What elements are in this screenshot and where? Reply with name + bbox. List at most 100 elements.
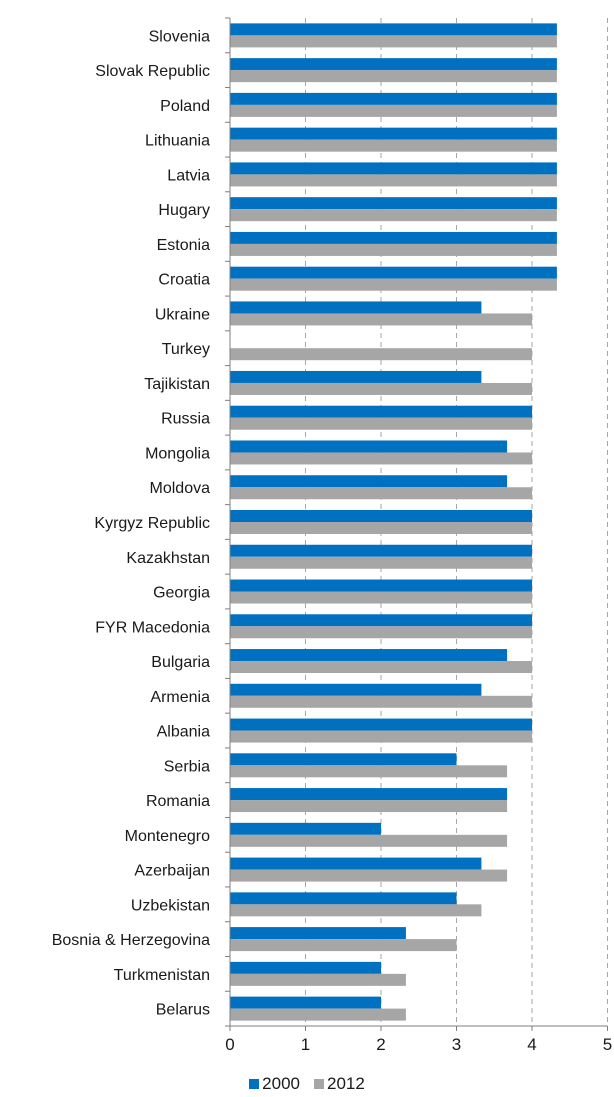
bar-2012 (230, 939, 457, 952)
bar-2000 (230, 544, 532, 557)
bar-2000 (230, 614, 532, 627)
bar-2012 (230, 278, 557, 291)
bar-2000 (230, 266, 557, 279)
legend-label-2000: 2000 (262, 1074, 300, 1093)
category-label: Montenegro (125, 828, 210, 845)
bar-2012 (230, 522, 532, 534)
bar-2012 (230, 765, 508, 778)
bar-2012 (230, 626, 532, 639)
bar-2012 (230, 382, 532, 395)
bar-2000 (230, 405, 532, 418)
category-label: Belarus (156, 1002, 210, 1019)
bar-2000 (230, 92, 557, 105)
bar-2012 (230, 800, 508, 813)
bar-2012 (230, 730, 532, 743)
category-label: Slovenia (149, 28, 210, 45)
x-tick-label: 4 (527, 1035, 536, 1054)
bar-2000 (230, 649, 508, 662)
x-tick-label: 1 (301, 1035, 310, 1054)
bar-2000 (230, 718, 532, 731)
category-label: Estonia (157, 237, 210, 254)
category-label: Lithuania (145, 133, 210, 150)
bar-2012 (230, 139, 557, 152)
category-label: Albania (157, 724, 210, 741)
bar-2012 (230, 834, 508, 847)
bar-2000 (230, 961, 381, 974)
bar-2012 (230, 695, 532, 708)
category-label: Romania (146, 793, 210, 810)
bar-2012 (230, 452, 532, 465)
category-label: Croatia (158, 272, 210, 289)
category-label: Ukraine (155, 306, 210, 323)
axes (225, 17, 608, 1031)
category-label: Poland (160, 98, 210, 115)
category-label: Georgia (153, 585, 210, 602)
category-label: Bulgaria (151, 654, 210, 671)
bar-2012 (230, 1008, 406, 1021)
bar-2012 (230, 417, 532, 430)
legend-swatch-2012 (314, 1079, 324, 1089)
bar-2000 (230, 440, 508, 453)
bar-2000 (230, 58, 557, 71)
bar-2012 (230, 209, 557, 222)
category-label: Turkey (162, 341, 210, 358)
category-label: Uzbekistan (131, 897, 210, 914)
category-label: Azerbaijan (134, 863, 210, 880)
bar-2012 (230, 70, 557, 83)
bar-2000 (230, 510, 532, 522)
bar-2000 (230, 579, 532, 592)
bar-2012 (230, 104, 557, 117)
bar-2000 (230, 231, 557, 244)
bar-2000 (230, 197, 557, 210)
category-label: Kyrgyz Republic (94, 515, 210, 532)
bars (230, 23, 557, 1021)
legend-swatch-2000 (249, 1079, 260, 1089)
legend-label-2012: 2012 (327, 1074, 365, 1093)
bar-2012 (230, 591, 532, 604)
legend-item-2012: 2012 (314, 1074, 365, 1094)
category-label: Kazakhstan (126, 550, 210, 567)
legend-item-2000: 2000 (249, 1074, 300, 1094)
category-label: Armenia (150, 689, 210, 706)
category-label: Turkmenistan (114, 967, 210, 984)
bar-2012 (230, 904, 482, 917)
x-tick-label: 5 (603, 1035, 612, 1054)
category-label: Serbia (164, 758, 210, 775)
bar-2012 (230, 973, 406, 986)
x-tick-label: 2 (376, 1035, 385, 1054)
legend: 2000 2012 (0, 1074, 614, 1094)
bar-2000 (230, 162, 557, 175)
bar-2000 (230, 23, 557, 36)
bar-2000 (230, 475, 508, 488)
bar-2000 (230, 683, 482, 696)
bar-2000 (230, 753, 457, 766)
category-label: FYR Macedonia (95, 619, 210, 636)
x-tick-label: 0 (225, 1035, 234, 1054)
x-tick-label: 3 (452, 1035, 461, 1054)
bar-2012 (230, 556, 532, 569)
category-label: Slovak Republic (95, 63, 210, 80)
bar-2000 (230, 892, 457, 905)
category-label: Hugary (158, 202, 210, 219)
bar-2000 (230, 370, 482, 383)
tick-labels: 0 1 2 3 4 5 (225, 1035, 612, 1054)
bar-2000 (230, 996, 381, 1009)
bar-2012 (230, 243, 557, 256)
bar-2012 (230, 661, 532, 674)
bar-2012 (230, 348, 532, 361)
category-labels: Slovenia Slovak Republic Poland Lithuania La… (52, 28, 210, 1018)
bar-2012 (230, 487, 532, 500)
category-label: Tajikistan (144, 376, 210, 393)
bar-2000 (230, 788, 508, 801)
bar-2000 (230, 127, 557, 140)
category-label: Latvia (167, 167, 210, 184)
category-label: Bosnia & Herzegovina (52, 932, 210, 949)
bar-2000 (230, 857, 482, 870)
bar-2000 (230, 927, 406, 940)
bar-2012 (230, 35, 557, 48)
category-label: Mongolia (145, 445, 210, 462)
bar-2012 (230, 313, 532, 326)
bar-2000 (230, 822, 381, 835)
category-label: Moldova (150, 480, 211, 497)
